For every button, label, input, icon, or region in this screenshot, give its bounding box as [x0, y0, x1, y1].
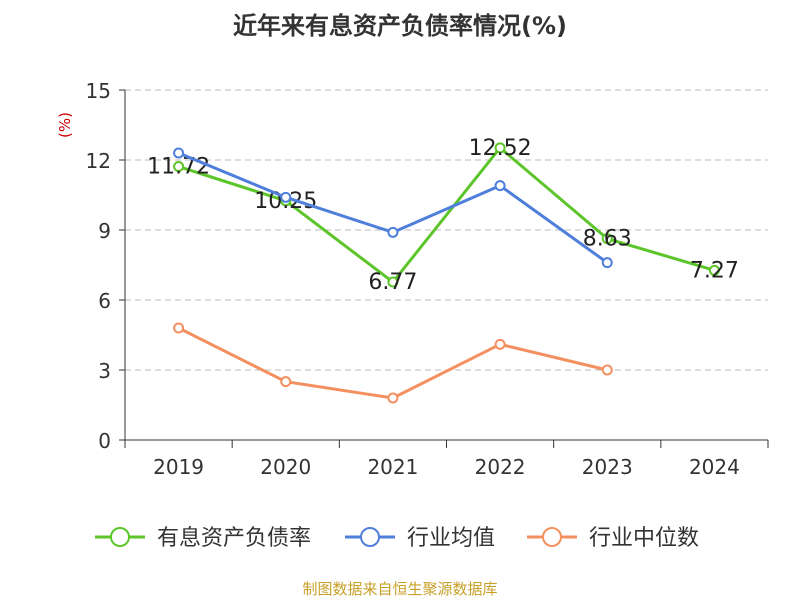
data-point: [280, 191, 292, 203]
data-point: [601, 364, 613, 376]
data-point: [173, 161, 185, 173]
data-point: [601, 257, 613, 269]
y-tick-label: 15: [86, 79, 111, 103]
data-label: 12.52: [469, 136, 532, 161]
chart-title: 近年来有息资产负债率情况(%): [233, 12, 567, 40]
x-tick-label: 2024: [689, 455, 740, 479]
data-point: [601, 233, 613, 245]
x-tick-label: 2022: [475, 455, 526, 479]
data-label: 11.72: [147, 155, 210, 180]
data-point: [280, 376, 292, 388]
y-tick-label: 6: [98, 289, 111, 313]
data-point: [387, 392, 399, 404]
data-point: [387, 276, 399, 288]
data-point: [173, 322, 185, 334]
data-point: [708, 264, 720, 276]
series-line-3: [177, 326, 608, 400]
data-label: 7.27: [690, 258, 739, 283]
legend-label: 有息资产负债率: [157, 526, 311, 551]
data-label: 6.77: [368, 270, 417, 295]
legend-label: 行业中位数: [589, 526, 699, 551]
series-line-1: [178, 146, 715, 284]
y-tick-label: 12: [86, 149, 111, 173]
legend-label: 行业均值: [407, 526, 495, 551]
x-tick-label: 2019: [153, 455, 204, 479]
data-label: 8.63: [583, 227, 632, 252]
source-footer: 制图数据来自恒生聚源数据库: [302, 580, 498, 598]
legend-marker: [110, 527, 130, 547]
data-point: [494, 180, 506, 192]
y-axis-label: (%): [56, 112, 74, 138]
data-point: [494, 142, 506, 154]
x-tick-label: 2021: [367, 455, 418, 479]
x-tick-label: 2023: [582, 455, 633, 479]
legend-marker: [542, 527, 562, 547]
legend-marker: [360, 527, 380, 547]
data-point: [387, 226, 399, 238]
x-tick-label: 2020: [260, 455, 311, 479]
series-line-2: [178, 151, 609, 264]
y-tick-label: 9: [98, 219, 111, 243]
data-point: [173, 147, 185, 159]
y-tick-label: 3: [98, 359, 111, 383]
y-tick-label: 0: [98, 429, 111, 453]
data-point: [494, 338, 506, 350]
